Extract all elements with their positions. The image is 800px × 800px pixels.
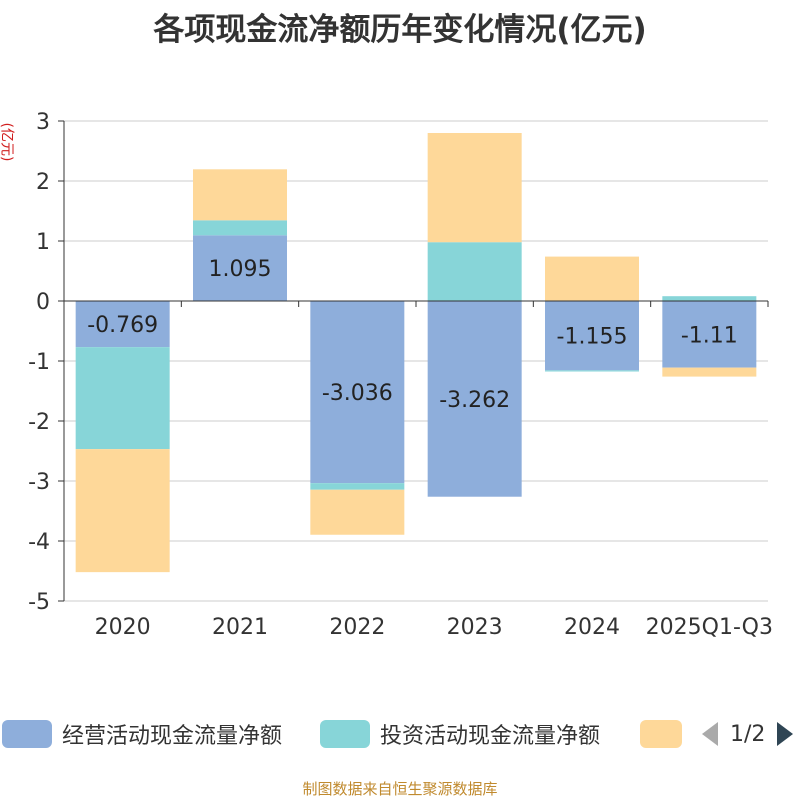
- bar-investing: [662, 296, 757, 301]
- bar-investing: [310, 483, 405, 490]
- data-label: 1.095: [209, 257, 272, 282]
- pager-prev-icon[interactable]: [700, 720, 720, 748]
- bar-operating: [75, 301, 170, 348]
- y-tick-label: 3: [36, 110, 50, 135]
- data-label: -1.155: [557, 325, 628, 350]
- bar-financing: [427, 133, 522, 243]
- y-tick-label: -1: [28, 350, 50, 375]
- x-tick-label: 2025Q1-Q3: [646, 615, 773, 640]
- y-tick-label: 1: [36, 230, 50, 255]
- y-tick-label: -4: [28, 530, 50, 555]
- legend-swatch-operating: [2, 720, 52, 748]
- x-tick-label: 2021: [212, 615, 268, 640]
- bar-investing: [75, 347, 170, 450]
- pager-text: 1/2: [730, 721, 766, 747]
- chart-title: 各项现金流净额历年变化情况(亿元): [153, 12, 647, 48]
- data-label: -3.262: [439, 388, 510, 413]
- legend-swatch-investing: [320, 720, 370, 748]
- bar-operating: [662, 301, 757, 368]
- x-tick-label: 2024: [564, 615, 620, 640]
- bar-operating: [427, 301, 522, 497]
- y-tick-label: 2: [36, 170, 50, 195]
- bar-investing: [545, 370, 639, 372]
- bar-investing: [193, 220, 287, 236]
- bar-financing: [310, 489, 405, 535]
- x-tick-label: 2020: [95, 615, 151, 640]
- legend-pager: 1/2: [700, 718, 795, 750]
- bar-financing: [662, 367, 757, 377]
- legend-item-operating[interactable]: 经营活动现金流量净额: [2, 718, 282, 750]
- bar-operating: [545, 301, 639, 371]
- source-note: 制图数据来自恒生聚源数据库: [302, 780, 498, 798]
- data-label: -0.769: [87, 313, 158, 338]
- bar-operating: [193, 235, 287, 301]
- legend-label-operating: 经营活动现金流量净额: [62, 724, 283, 749]
- bar-operating: [310, 301, 405, 484]
- pager-next-icon[interactable]: [775, 720, 795, 748]
- y-tick-label: -3: [28, 470, 50, 495]
- data-label: -3.036: [322, 381, 393, 406]
- legend-label-investing: 投资活动现金流量净额: [380, 724, 601, 749]
- y-tick-label: -2: [28, 410, 50, 435]
- x-tick-label: 2022: [329, 615, 385, 640]
- y-tick-label: -5: [28, 590, 50, 615]
- data-label: -1.11: [681, 323, 738, 348]
- y-tick-label: 0: [36, 290, 50, 315]
- bar-financing: [545, 256, 639, 301]
- x-tick-label: 2023: [447, 615, 503, 640]
- legend-swatch-financing: [640, 720, 682, 748]
- bar-financing: [193, 169, 287, 221]
- legend-item-financing[interactable]: [640, 718, 692, 750]
- bar-investing: [427, 242, 522, 301]
- bar-financing: [75, 449, 170, 573]
- legend-item-investing[interactable]: 投资活动现金流量净额: [320, 718, 600, 750]
